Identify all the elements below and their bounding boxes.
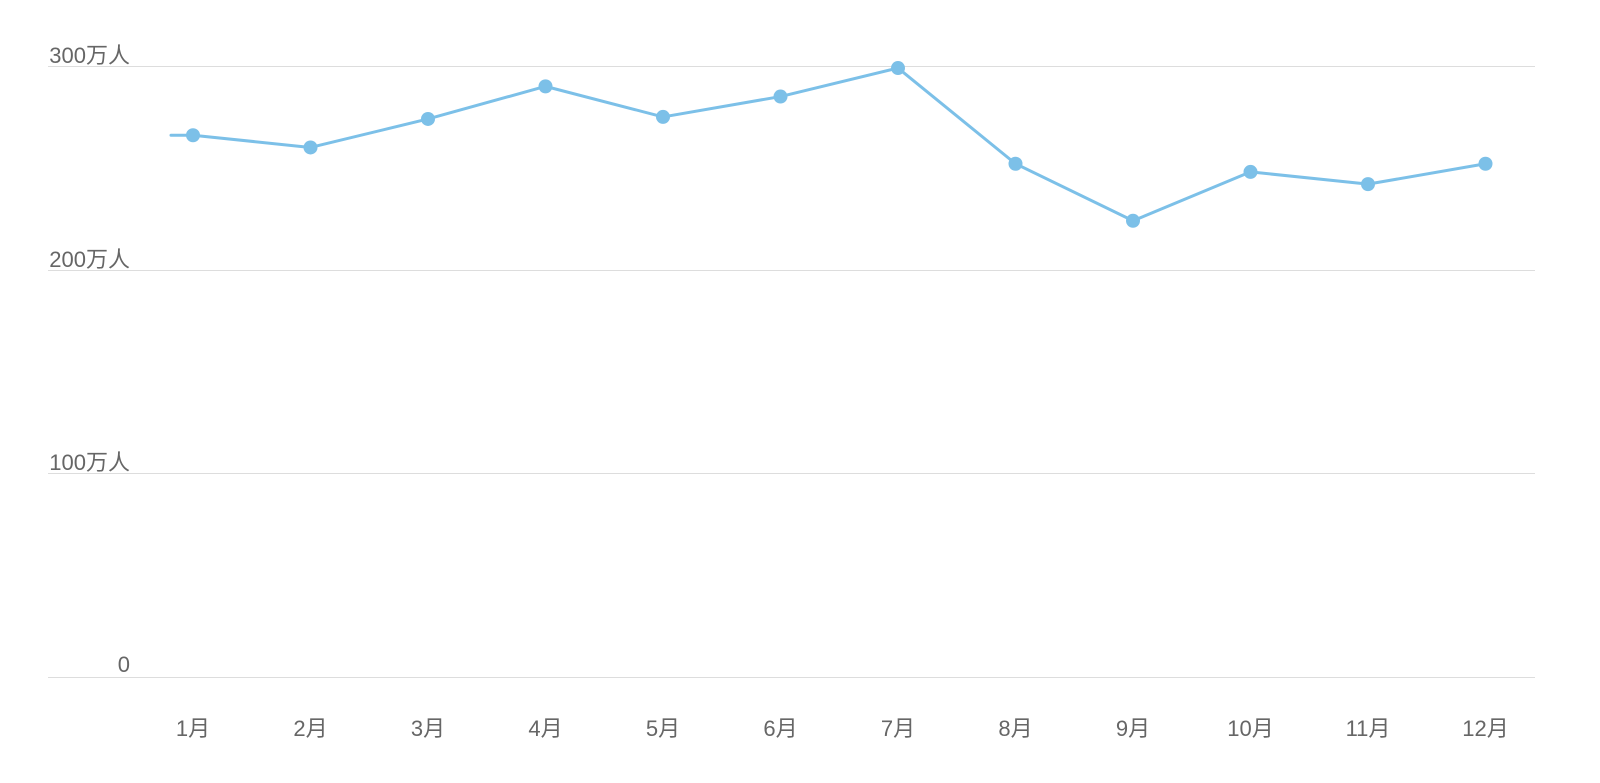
series-line	[171, 68, 1486, 221]
data-point[interactable]	[656, 110, 670, 124]
plot-area	[0, 0, 1600, 783]
data-point[interactable]	[539, 79, 553, 93]
data-point[interactable]	[891, 61, 905, 75]
data-point[interactable]	[774, 90, 788, 104]
data-point[interactable]	[421, 112, 435, 126]
monthly-visitors-line-chart: 0100万人200万人300万人1月2月3月4月5月6月7月8月9月10月11月…	[0, 0, 1600, 783]
data-point[interactable]	[186, 128, 200, 142]
data-point[interactable]	[1361, 177, 1375, 191]
data-point[interactable]	[1244, 165, 1258, 179]
data-point[interactable]	[304, 140, 318, 154]
data-point[interactable]	[1479, 157, 1493, 171]
data-point[interactable]	[1126, 214, 1140, 228]
data-point[interactable]	[1009, 157, 1023, 171]
